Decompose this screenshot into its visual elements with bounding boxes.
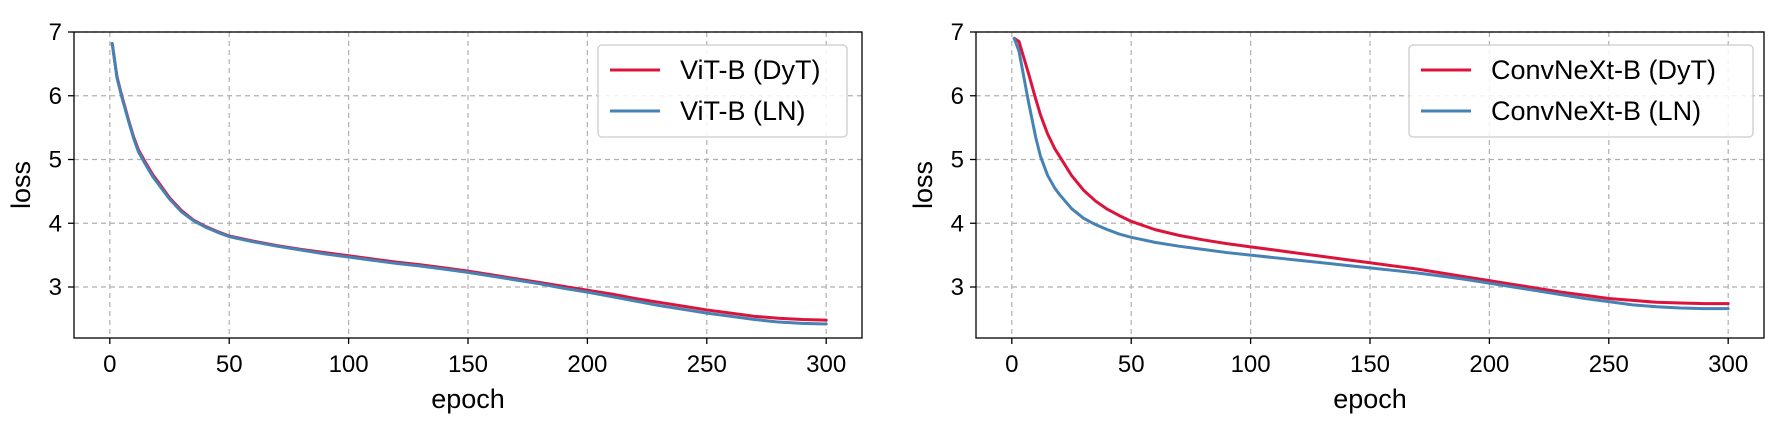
- x-tick-label: 300: [806, 351, 846, 378]
- series-group: [110, 41, 828, 326]
- x-tick-label: 50: [216, 351, 243, 378]
- y-tick-label: 4: [951, 210, 964, 237]
- y-tick-label: 5: [951, 147, 964, 174]
- legend-frame: [597, 44, 848, 138]
- legend-frame: [1408, 44, 1754, 138]
- x-tick-label: 150: [448, 351, 488, 378]
- y-tick-label: 4: [49, 210, 62, 237]
- y-axis-label: loss: [908, 161, 938, 209]
- series-line-convnext-ln: [1012, 36, 1730, 311]
- x-tick-label: 200: [1469, 351, 1509, 378]
- chart-panel-vit: 0 50 100 150 200 250 300 3 4 5 6 7 epoch loss ViT-B (D…: [6, 19, 863, 414]
- chart-panel-convnext: 0 50 100 150 200 250 300 3 4 5 6 7 epoch loss ConvNeXt…: [908, 19, 1765, 414]
- y-tick-label: 7: [951, 19, 964, 46]
- y-tick-label: 3: [49, 274, 62, 301]
- x-tick-label: 0: [103, 351, 116, 378]
- series-line-convnext-dyt: [1012, 36, 1730, 306]
- legend-label-ln: ViT-B (LN): [680, 96, 806, 126]
- series-line-vit-ln: [110, 41, 828, 326]
- x-tick-label: 0: [1005, 351, 1018, 378]
- legend: ViT-B (DyT) ViT-B (LN): [597, 44, 848, 138]
- x-tick-label: 250: [1589, 351, 1629, 378]
- y-tick-label: 6: [49, 83, 62, 110]
- series-group: [1012, 36, 1730, 311]
- legend-label-ln: ConvNeXt-B (LN): [1491, 96, 1701, 126]
- x-axis-label: epoch: [431, 384, 505, 414]
- x-tick-label: 300: [1708, 351, 1748, 378]
- legend-label-dyt: ViT-B (DyT): [680, 55, 821, 85]
- x-axis-label: epoch: [1333, 384, 1407, 414]
- x-tick-label: 200: [567, 351, 607, 378]
- y-axis-label: loss: [6, 161, 36, 209]
- legend-label-dyt: ConvNeXt-B (DyT): [1491, 55, 1716, 85]
- x-tick-label: 100: [329, 351, 369, 378]
- legend: ConvNeXt-B (DyT) ConvNeXt-B (LN): [1408, 44, 1754, 138]
- x-tick-label: 250: [687, 351, 727, 378]
- y-tick-label: 7: [49, 19, 62, 46]
- x-tick-label: 50: [1118, 351, 1145, 378]
- y-tick-label: 5: [49, 147, 62, 174]
- x-tick-label: 100: [1231, 351, 1271, 378]
- x-tick-label: 150: [1350, 351, 1390, 378]
- y-tick-label: 6: [951, 83, 964, 110]
- y-tick-label: 3: [951, 274, 964, 301]
